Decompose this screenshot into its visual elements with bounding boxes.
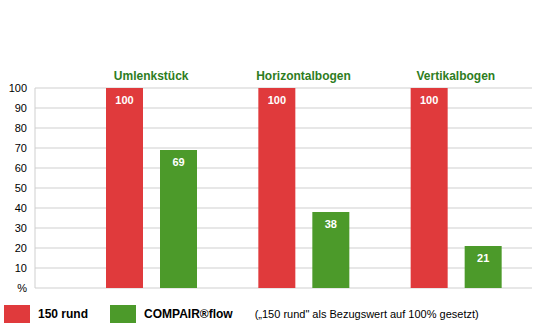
svg-text:100: 100 bbox=[115, 94, 133, 106]
svg-text:Umlenkstück: Umlenkstück bbox=[114, 69, 189, 83]
svg-text:Horizontalbogen: Horizontalbogen bbox=[256, 69, 351, 83]
svg-text:70: 70 bbox=[15, 142, 27, 154]
html-text:150 rund: 150 rund bbox=[38, 307, 88, 321]
svg-text:20: 20 bbox=[15, 242, 27, 254]
svg-text:80: 80 bbox=[15, 122, 27, 134]
svg-text:69: 69 bbox=[172, 156, 184, 168]
html-text:COMPAIR®flow: COMPAIR®flow bbox=[144, 307, 233, 321]
html-text:(„150 rund" als Bezugswert auf: („150 rund" als Bezugswert auf 100% gese… bbox=[254, 308, 479, 320]
svg-text:21: 21 bbox=[477, 252, 489, 264]
svg-text:10: 10 bbox=[15, 262, 27, 274]
svg-text:38: 38 bbox=[325, 218, 337, 230]
svg-text:90: 90 bbox=[15, 102, 27, 114]
svg-text:100: 100 bbox=[9, 82, 27, 94]
svg-text:%: % bbox=[17, 282, 27, 294]
svg-text:30: 30 bbox=[15, 222, 27, 234]
svg-text:100: 100 bbox=[268, 94, 286, 106]
svg-text:100: 100 bbox=[420, 94, 438, 106]
svg-text:40: 40 bbox=[15, 202, 27, 214]
svg-text:Vertikalbogen: Vertikalbogen bbox=[416, 69, 495, 83]
svg-text:60: 60 bbox=[15, 162, 27, 174]
svg-text:50: 50 bbox=[15, 182, 27, 194]
